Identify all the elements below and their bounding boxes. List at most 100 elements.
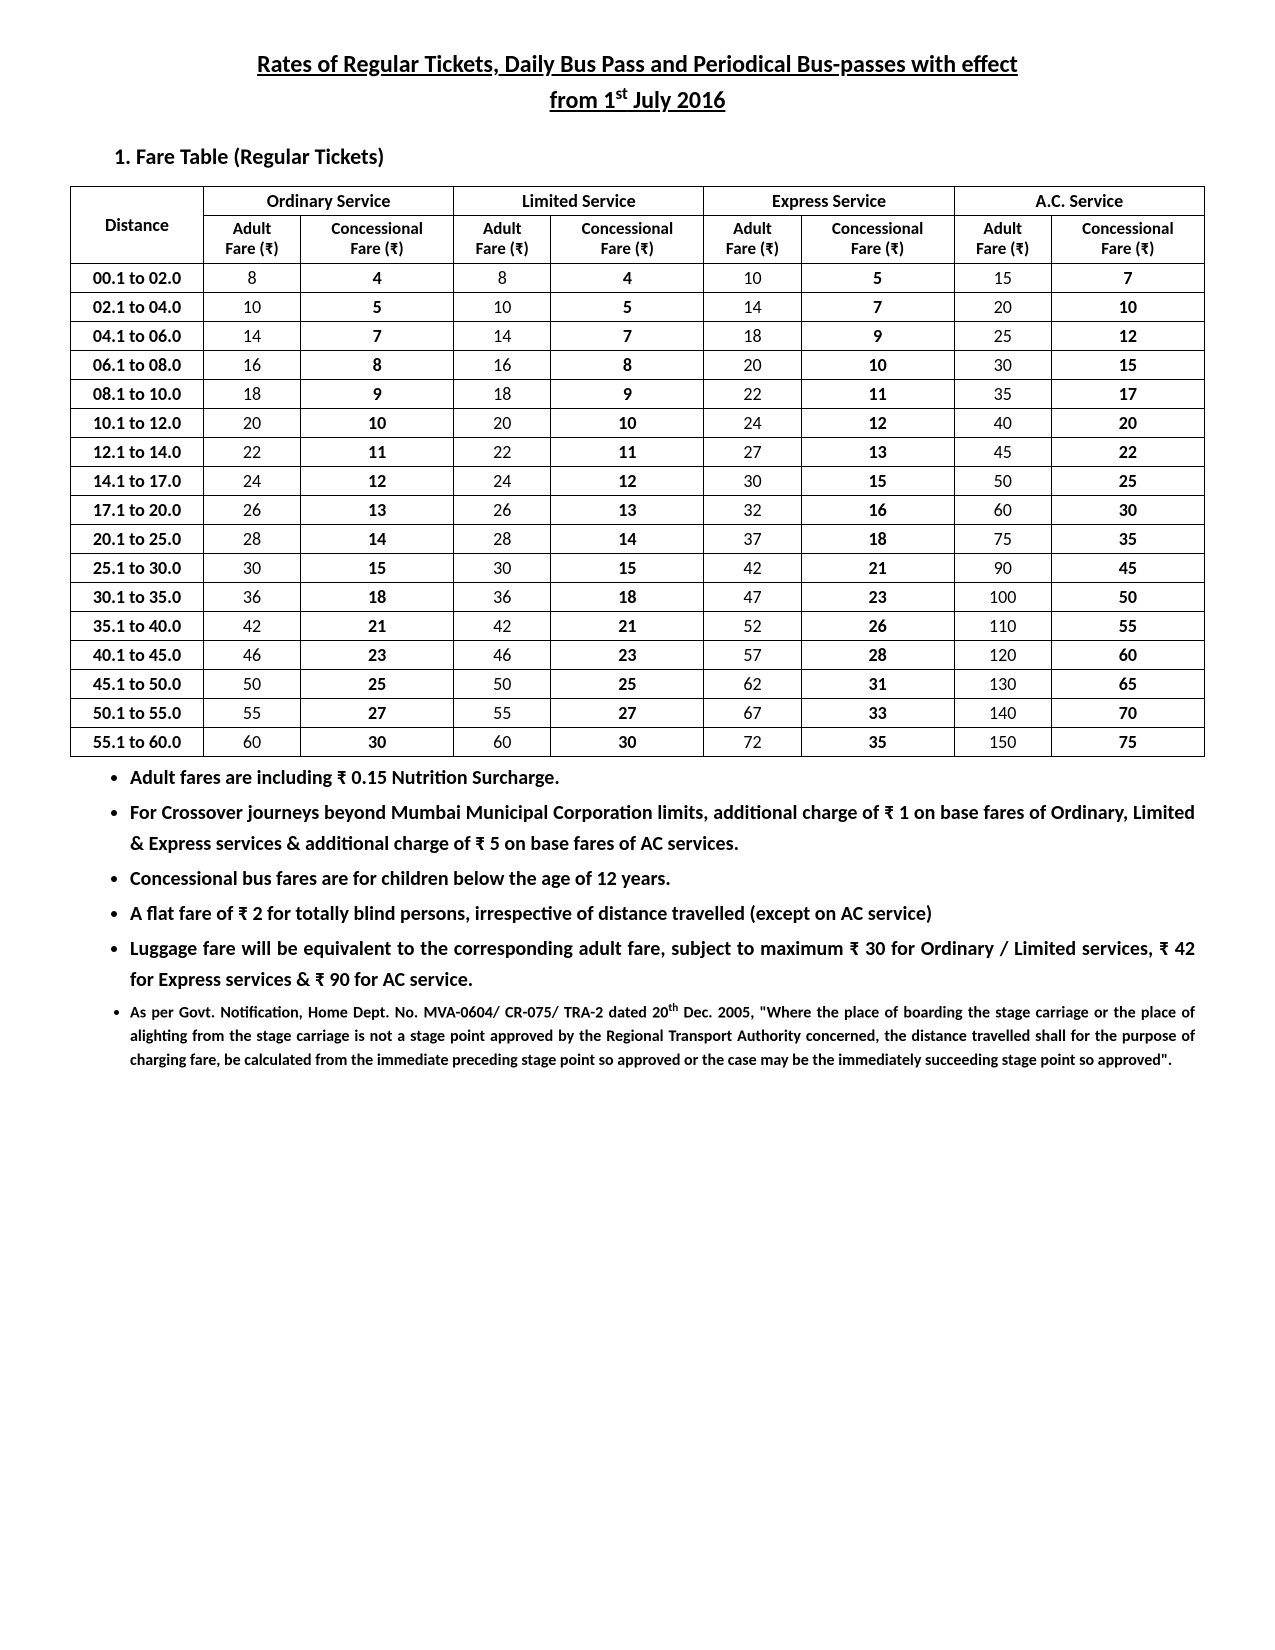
fare-cell: 20 bbox=[954, 292, 1051, 321]
fare-cell: 7 bbox=[1051, 263, 1204, 292]
fare-cell: 11 bbox=[551, 437, 704, 466]
fare-cell: 10 bbox=[704, 263, 801, 292]
fare-cell: 16 bbox=[801, 495, 954, 524]
fare-cell: 36 bbox=[204, 582, 301, 611]
fare-cell: 28 bbox=[801, 640, 954, 669]
distance-cell: 30.1 to 35.0 bbox=[71, 582, 204, 611]
distance-cell: 00.1 to 02.0 bbox=[71, 263, 204, 292]
fare-cell: 11 bbox=[801, 379, 954, 408]
fare-cell: 13 bbox=[801, 437, 954, 466]
fare-cell: 23 bbox=[801, 582, 954, 611]
fare-cell: 25 bbox=[954, 321, 1051, 350]
fare-cell: 25 bbox=[301, 669, 454, 698]
distance-cell: 20.1 to 25.0 bbox=[71, 524, 204, 553]
fare-cell: 14 bbox=[551, 524, 704, 553]
note-item: Adult fares are including ₹ 0.15 Nutriti… bbox=[130, 763, 1205, 794]
fare-cell: 32 bbox=[704, 495, 801, 524]
distance-cell: 25.1 to 30.0 bbox=[71, 553, 204, 582]
subheader-concessional: ConcessionalFare (₹) bbox=[801, 216, 954, 264]
fare-cell: 28 bbox=[204, 524, 301, 553]
fare-cell: 100 bbox=[954, 582, 1051, 611]
table-row: 55.1 to 60.060306030723515075 bbox=[71, 727, 1205, 756]
distance-cell: 55.1 to 60.0 bbox=[71, 727, 204, 756]
distance-cell: 40.1 to 45.0 bbox=[71, 640, 204, 669]
fare-cell: 15 bbox=[1051, 350, 1204, 379]
fare-cell: 21 bbox=[551, 611, 704, 640]
fare-cell: 22 bbox=[204, 437, 301, 466]
table-row: 14.1 to 17.02412241230155025 bbox=[71, 466, 1205, 495]
fare-cell: 7 bbox=[301, 321, 454, 350]
fare-cell: 8 bbox=[551, 350, 704, 379]
fare-cell: 13 bbox=[551, 495, 704, 524]
fare-cell: 27 bbox=[551, 698, 704, 727]
fare-cell: 20 bbox=[704, 350, 801, 379]
fare-cell: 25 bbox=[551, 669, 704, 698]
table-row: 08.1 to 10.018918922113517 bbox=[71, 379, 1205, 408]
fare-cell: 33 bbox=[801, 698, 954, 727]
fare-cell: 14 bbox=[204, 321, 301, 350]
header-service-2: Express Service bbox=[704, 187, 954, 216]
fare-cell: 50 bbox=[204, 669, 301, 698]
distance-cell: 17.1 to 20.0 bbox=[71, 495, 204, 524]
fare-cell: 18 bbox=[551, 582, 704, 611]
fare-cell: 50 bbox=[454, 669, 551, 698]
header-service-0: Ordinary Service bbox=[204, 187, 454, 216]
subheader-adult: AdultFare (₹) bbox=[204, 216, 301, 264]
distance-cell: 14.1 to 17.0 bbox=[71, 466, 204, 495]
fare-cell: 12 bbox=[301, 466, 454, 495]
table-row: 20.1 to 25.02814281437187535 bbox=[71, 524, 1205, 553]
fare-cell: 140 bbox=[954, 698, 1051, 727]
note-small-sup: th bbox=[668, 1001, 678, 1015]
fare-cell: 15 bbox=[301, 553, 454, 582]
fare-cell: 13 bbox=[301, 495, 454, 524]
fare-cell: 35 bbox=[954, 379, 1051, 408]
fare-cell: 30 bbox=[1051, 495, 1204, 524]
fare-table-head: Distance Ordinary Service Limited Servic… bbox=[71, 187, 1205, 264]
subheader-adult: AdultFare (₹) bbox=[954, 216, 1051, 264]
fare-table: Distance Ordinary Service Limited Servic… bbox=[70, 186, 1205, 757]
table-row: 17.1 to 20.02613261332166030 bbox=[71, 495, 1205, 524]
fare-cell: 16 bbox=[454, 350, 551, 379]
distance-cell: 35.1 to 40.0 bbox=[71, 611, 204, 640]
fare-cell: 26 bbox=[454, 495, 551, 524]
fare-cell: 10 bbox=[801, 350, 954, 379]
fare-cell: 12 bbox=[1051, 321, 1204, 350]
page-title-line2: from 1st July 2016 bbox=[70, 83, 1205, 115]
fare-cell: 15 bbox=[801, 466, 954, 495]
fare-table-body: 00.1 to 02.0848410515702.1 to 04.0105105… bbox=[71, 263, 1205, 756]
fare-cell: 18 bbox=[704, 321, 801, 350]
note-item: Concessional bus fares are for children … bbox=[130, 864, 1205, 895]
fare-cell: 120 bbox=[954, 640, 1051, 669]
fare-cell: 55 bbox=[204, 698, 301, 727]
table-row: 04.1 to 06.01471471892512 bbox=[71, 321, 1205, 350]
fare-cell: 14 bbox=[704, 292, 801, 321]
distance-cell: 10.1 to 12.0 bbox=[71, 408, 204, 437]
fare-cell: 16 bbox=[204, 350, 301, 379]
subheader-adult: AdultFare (₹) bbox=[704, 216, 801, 264]
fare-cell: 5 bbox=[801, 263, 954, 292]
fare-cell: 60 bbox=[204, 727, 301, 756]
fare-cell: 4 bbox=[301, 263, 454, 292]
fare-cell: 75 bbox=[954, 524, 1051, 553]
fare-cell: 46 bbox=[204, 640, 301, 669]
fare-cell: 110 bbox=[954, 611, 1051, 640]
fare-cell: 12 bbox=[801, 408, 954, 437]
fare-cell: 40 bbox=[954, 408, 1051, 437]
fare-cell: 30 bbox=[301, 727, 454, 756]
distance-cell: 50.1 to 55.0 bbox=[71, 698, 204, 727]
fare-cell: 57 bbox=[704, 640, 801, 669]
fare-cell: 42 bbox=[454, 611, 551, 640]
subheader-concessional: ConcessionalFare (₹) bbox=[1051, 216, 1204, 264]
fare-cell: 24 bbox=[704, 408, 801, 437]
note-item-small: As per Govt. Notification, Home Dept. No… bbox=[130, 1000, 1205, 1073]
fare-cell: 60 bbox=[1051, 640, 1204, 669]
header-service-3: A.C. Service bbox=[954, 187, 1204, 216]
subheader-concessional: ConcessionalFare (₹) bbox=[301, 216, 454, 264]
table-row: 40.1 to 45.046234623572812060 bbox=[71, 640, 1205, 669]
fare-cell: 27 bbox=[301, 698, 454, 727]
fare-cell: 37 bbox=[704, 524, 801, 553]
fare-cell: 42 bbox=[204, 611, 301, 640]
fare-cell: 45 bbox=[954, 437, 1051, 466]
fare-cell: 30 bbox=[454, 553, 551, 582]
fare-cell: 7 bbox=[551, 321, 704, 350]
